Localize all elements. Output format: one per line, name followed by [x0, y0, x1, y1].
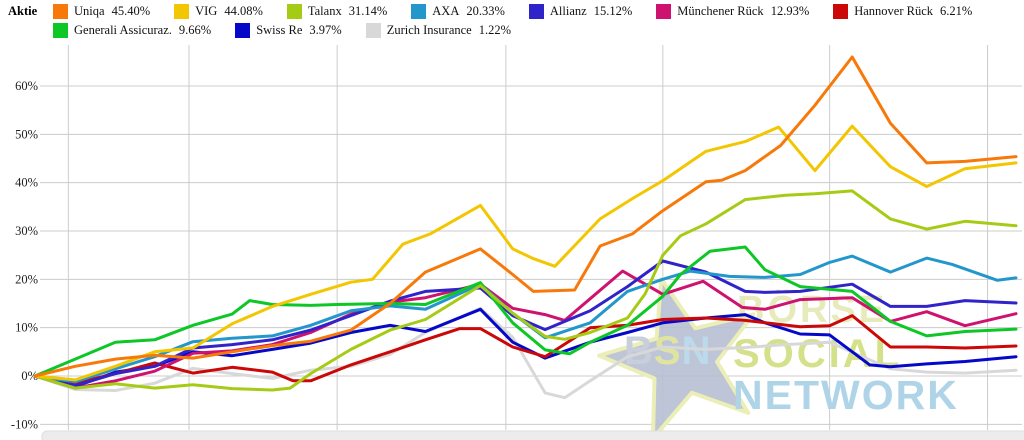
legend-item-hannover-r-ck: Hannover Rück 6.21% [833, 4, 972, 19]
y-axis-tick-label: 10% [15, 321, 38, 335]
legend-series-name: AXA [432, 4, 460, 18]
legend-swatch-icon [53, 23, 68, 38]
series-line-allianz [33, 259, 1018, 388]
legend-series-pct: 12.93% [770, 4, 810, 18]
legend-swatch-icon [528, 4, 544, 19]
legend-series-pct: 20.33% [466, 4, 505, 18]
legend-item-allianz: Allianz 15.12% [528, 4, 633, 19]
series-line-vig [33, 124, 1018, 382]
legend-series-pct: 44.08% [224, 4, 263, 18]
series-line-hannover-r-ck [33, 314, 1018, 385]
legend-series-pct: 9.66% [178, 23, 212, 37]
legend-item-axa: AXA 20.33% [411, 4, 505, 19]
legend-series-name: Talanx [307, 4, 342, 18]
legend-item-uniqa: Uniqa 45.40% [53, 4, 150, 19]
series-line-m-nchener-r-ck [33, 269, 1018, 390]
y-axis-tick-label: -10% [11, 417, 38, 431]
legend-swatch-icon [365, 23, 381, 38]
legend-swatch-icon [174, 4, 190, 19]
legend-item-talanx: Talanx 31.14% [286, 4, 388, 19]
y-axis-tick-label: 0% [21, 369, 38, 383]
legend-series-name: Münchener Rück [677, 4, 764, 18]
legend-item-m-nchener-r-ck: Münchener Rück 12.93% [656, 4, 809, 19]
watermark-social-text: SOCIAL [733, 332, 902, 376]
legend-series-name: Allianz [549, 4, 587, 18]
legend-series-pct: 1.22% [478, 23, 512, 37]
legend-series-pct: 6.21% [940, 4, 973, 18]
y-axis-tick-label: 50% [15, 127, 38, 141]
legend-series-pct: 45.40% [111, 4, 151, 18]
legend-swatch-icon [235, 23, 251, 38]
series-line-axa [33, 254, 1018, 384]
legend-series-name: Hannover Rück [854, 4, 934, 18]
legend-series-name: VIG [195, 4, 218, 18]
y-axis-tick-label: 20% [15, 272, 38, 286]
legend-swatch-icon [286, 4, 302, 19]
y-axis-tick-label: 60% [15, 79, 38, 93]
chart-bottom-bar [41, 430, 1024, 440]
legend-row-2: Generali Assicuraz. 9.66% Swiss Re 3.97% Zur… [0, 21, 1024, 40]
legend-item-generali-assicuraz: Generali Assicuraz. 9.66% [53, 23, 211, 38]
legend-series-name: Generali Assicuraz. [74, 23, 172, 37]
watermark-network-text: NETWORK [733, 372, 959, 418]
series-line-generali-assicuraz [33, 245, 1018, 378]
legend-swatch-icon [53, 4, 68, 19]
series-line-talanx [33, 189, 1018, 392]
legend-item-zurich-insurance: Zurich Insurance 1.22% [365, 23, 512, 38]
series-line-zurich-insurance [33, 306, 1018, 400]
legend-series-pct: 3.97% [309, 23, 342, 37]
legend-swatch-icon [411, 4, 427, 19]
series-line-uniqa [33, 55, 1018, 378]
watermark-bsn-text: BSN [624, 329, 711, 373]
legend-item-swiss-re: Swiss Re 3.97% [235, 23, 342, 38]
legend-series-name: Swiss Re [256, 23, 303, 37]
y-axis-tick-label: 30% [15, 224, 38, 238]
legend-series-name: Uniqa [74, 4, 105, 18]
legend-title: Aktie [8, 4, 38, 18]
y-axis-tick-label: 40% [15, 176, 38, 190]
legend-series-pct: 31.14% [348, 4, 388, 18]
legend-row-1: Aktie Uniqa 45.40% VIG 44.08% Talanx 31.14% AX… [0, 2, 1024, 21]
chart-legend: Aktie Uniqa 45.40% VIG 44.08% Talanx 31.14% AX… [0, 2, 1024, 40]
legend-series-pct: 15.12% [593, 4, 633, 18]
legend-swatch-icon [833, 4, 849, 19]
legend-series-name: Zurich Insurance [386, 23, 472, 37]
legend-swatch-icon [656, 4, 672, 19]
legend-item-vig: VIG 44.08% [174, 4, 263, 19]
